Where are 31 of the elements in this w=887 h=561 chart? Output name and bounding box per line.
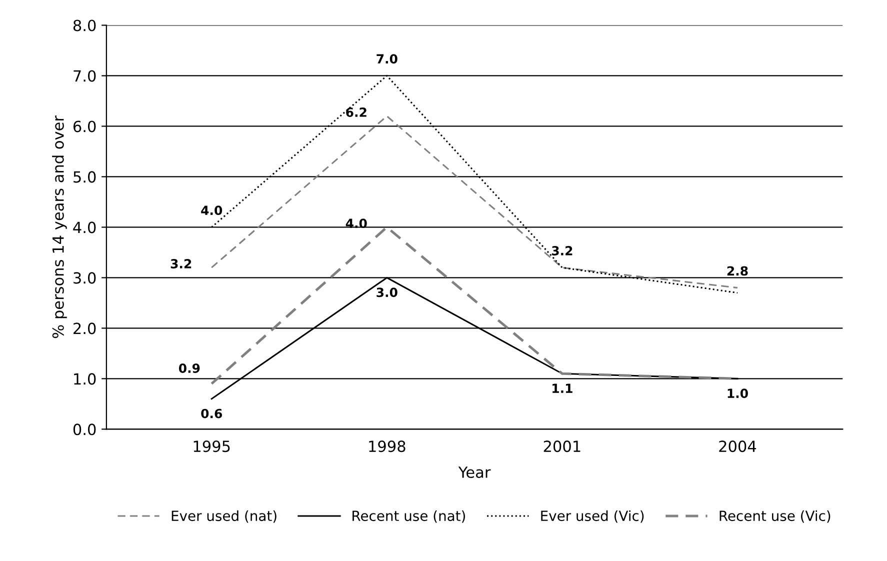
- data-label: 0.6: [201, 408, 222, 418]
- y-tick-label: 8.0: [73, 20, 96, 32]
- y-tick-label: 5.0: [74, 171, 96, 183]
- legend-label: Recent use (nat): [352, 510, 466, 523]
- data-label: 3.0: [376, 288, 398, 298]
- y-tick-label: 2.0: [74, 322, 96, 334]
- y-tick-label: 6.0: [73, 120, 96, 132]
- x-tick-label: 1998: [369, 440, 406, 452]
- data-label: 1.1: [552, 384, 572, 393]
- legend-label: Ever used (nat): [172, 510, 276, 523]
- y-tick-label: 7.0: [74, 70, 96, 82]
- data-label: 2.8: [727, 266, 748, 276]
- x-axis-title: Year: [458, 466, 491, 478]
- data-label: 6.2: [346, 108, 366, 117]
- data-label: 4.0: [201, 206, 222, 216]
- y-axis-title: % persons 14 years and over: [52, 115, 67, 338]
- y-tick-label: 4.0: [73, 222, 96, 234]
- y-tick-label: 0.0: [73, 424, 96, 436]
- data-label: 3.2: [170, 258, 192, 268]
- data-label: 3.2: [552, 246, 572, 256]
- y-tick-label: 1.0: [74, 373, 96, 385]
- y-tick-label: 3.0: [74, 272, 96, 284]
- legend-label: Ever used (Vic): [541, 510, 644, 523]
- legend-label: Recent use (Vic): [720, 510, 830, 523]
- x-tick-label: 2001: [544, 440, 580, 452]
- data-label: 0.9: [178, 364, 200, 373]
- data-label: 1.0: [728, 388, 748, 398]
- x-tick-label: 1995: [194, 440, 230, 452]
- x-tick-label: 2004: [719, 440, 756, 452]
- data-label: 7.0: [376, 54, 398, 64]
- data-label: 4.0: [346, 218, 367, 228]
